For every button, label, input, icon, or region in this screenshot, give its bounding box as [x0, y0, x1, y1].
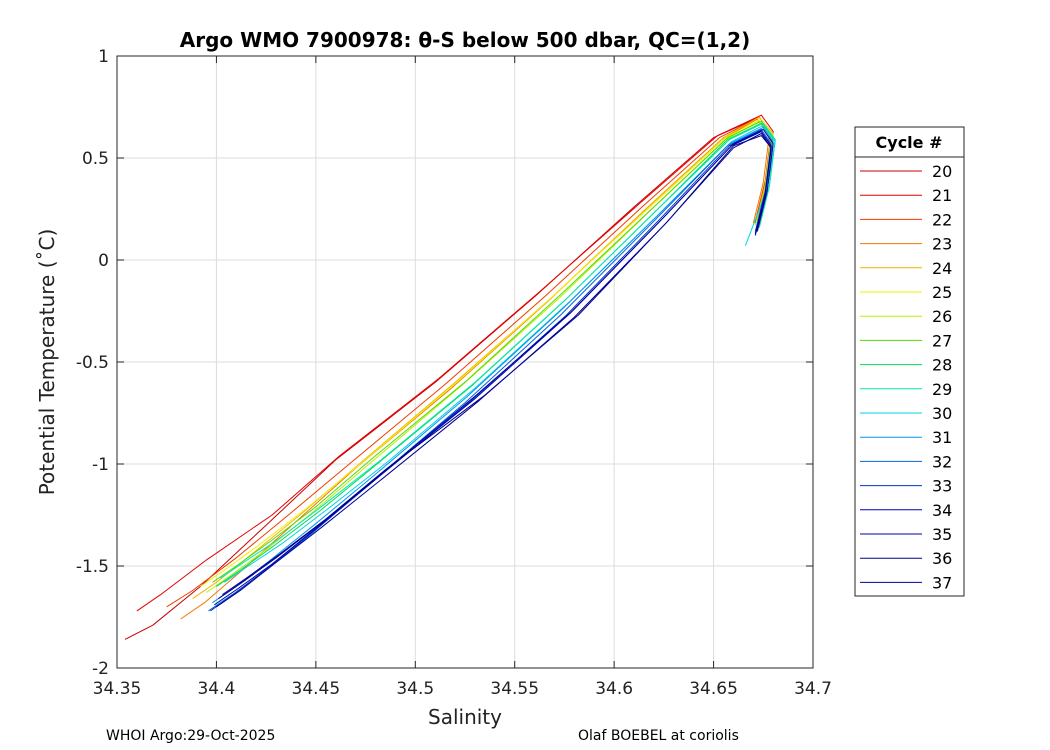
legend-label: 34 — [932, 501, 952, 520]
x-axis-ticks: 34.35 34.4 34.45 34.5 34.55 34.6 34.65 34.7 — [93, 56, 832, 699]
legend-label: 32 — [932, 452, 952, 471]
x-tick-label: 34.5 — [396, 679, 434, 699]
x-tick-label: 34.55 — [490, 679, 539, 699]
legend-label: 23 — [932, 235, 952, 254]
chart-title: Argo WMO 7900978: θ-S below 500 dbar, QC… — [180, 28, 750, 52]
y-axis-label: Potential Temperature (˚C) — [35, 229, 59, 496]
y-tick-label: -1 — [92, 455, 109, 475]
legend-label: 26 — [932, 307, 952, 326]
x-tick-label: 34.35 — [93, 679, 142, 699]
legend-label: 21 — [932, 186, 952, 205]
y-tick-label: -0.5 — [76, 353, 109, 373]
legend-label: 29 — [932, 380, 952, 399]
x-tick-label: 34.7 — [794, 679, 832, 699]
series-line-cycle-35 — [218, 128, 774, 600]
y-tick-label: 0.5 — [82, 149, 109, 169]
y-tick-label: 1 — [98, 47, 109, 67]
series-line-cycle-37 — [216, 133, 772, 608]
series-line-cycle-21 — [136, 114, 774, 612]
legend-label: 20 — [932, 162, 952, 181]
legend-label: 33 — [932, 477, 952, 496]
y-axis-ticks: -2 -1.5 -1 -0.5 0 0.5 1 — [76, 47, 813, 679]
legend-label: 35 — [932, 525, 952, 544]
legend-label: 31 — [932, 428, 952, 447]
legend-label: 25 — [932, 283, 952, 302]
series-line-cycle-25 — [200, 118, 774, 587]
legend-items: 20 21 22 23 24 25 26 27 28 29 30 31 32 33 34 35 36 37 — [860, 162, 952, 592]
legend-label: 24 — [932, 259, 952, 278]
legend-box — [854, 126, 965, 597]
footer-left: WHOI Argo:29-Oct-2025 — [106, 728, 275, 744]
legend: Cycle # 20 21 22 23 24 25 26 27 28 29 30 31 32 33 34 35… — [854, 126, 965, 597]
legend-title: Cycle # — [876, 133, 943, 152]
legend-label: 28 — [932, 356, 952, 375]
footer-right: Olaf BOEBEL at coriolis — [578, 728, 739, 744]
y-tick-label: 0 — [98, 251, 109, 271]
series-line-cycle-29 — [220, 122, 776, 579]
legend-label: 27 — [932, 331, 952, 350]
y-tick-label: -1.5 — [76, 557, 109, 577]
legend-label: 30 — [932, 404, 952, 423]
legend-label: 22 — [932, 210, 952, 229]
y-tick-label: -2 — [92, 659, 109, 679]
x-tick-label: 34.4 — [197, 679, 235, 699]
series-line-cycle-26 — [206, 120, 772, 593]
plot-lines — [124, 114, 776, 640]
x-axis-label: Salinity — [428, 705, 502, 729]
legend-label: 37 — [932, 573, 952, 592]
x-tick-label: 34.45 — [292, 679, 341, 699]
x-tick-label: 34.65 — [689, 679, 738, 699]
x-tick-label: 34.6 — [595, 679, 633, 699]
legend-label: 36 — [932, 549, 952, 568]
